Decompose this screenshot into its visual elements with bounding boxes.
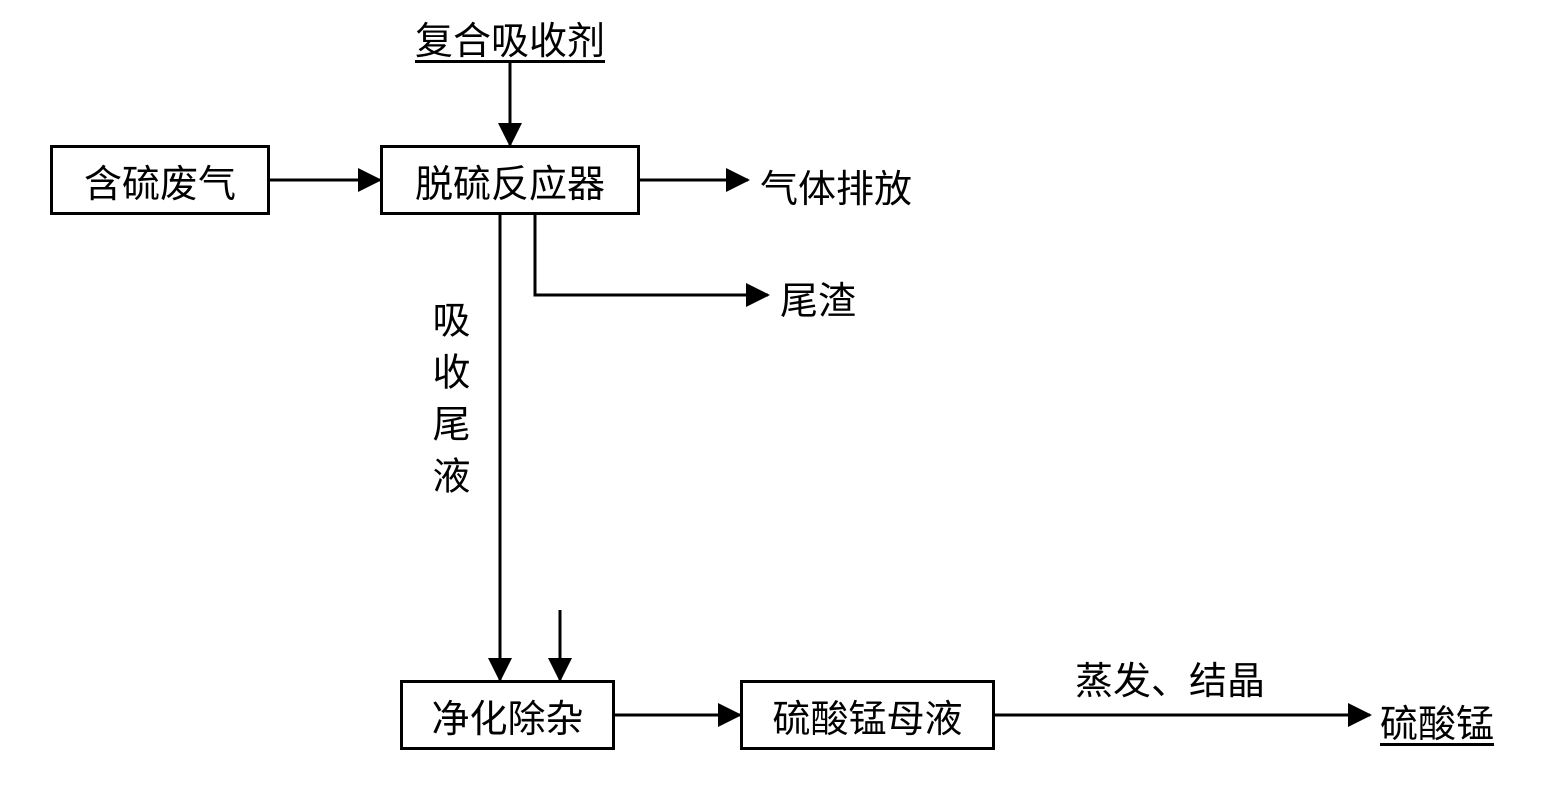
label-product: 硫酸锰 — [1380, 693, 1494, 748]
label-abs-tail-liquid: 吸收尾液 — [420, 300, 475, 508]
node-label: 含硫废气 — [84, 153, 236, 208]
label-gas-out: 气体排放 — [760, 158, 912, 213]
node-mother-liquor: 硫酸锰母液 — [740, 680, 995, 750]
node-label: 脱硫反应器 — [415, 153, 605, 208]
label-evap-cryst: 蒸发、结晶 — [1075, 650, 1265, 705]
label-absorbent-input: 复合吸收剂 — [415, 10, 605, 65]
label-tailings-out: 尾渣 — [780, 270, 856, 325]
flowchart-edges — [0, 0, 1557, 794]
node-label: 净化除杂 — [431, 688, 583, 743]
node-waste-gas: 含硫废气 — [50, 145, 270, 215]
node-label: 硫酸锰母液 — [772, 688, 962, 743]
edge — [535, 215, 768, 295]
node-purify: 净化除杂 — [400, 680, 615, 750]
node-reactor: 脱硫反应器 — [380, 145, 640, 215]
